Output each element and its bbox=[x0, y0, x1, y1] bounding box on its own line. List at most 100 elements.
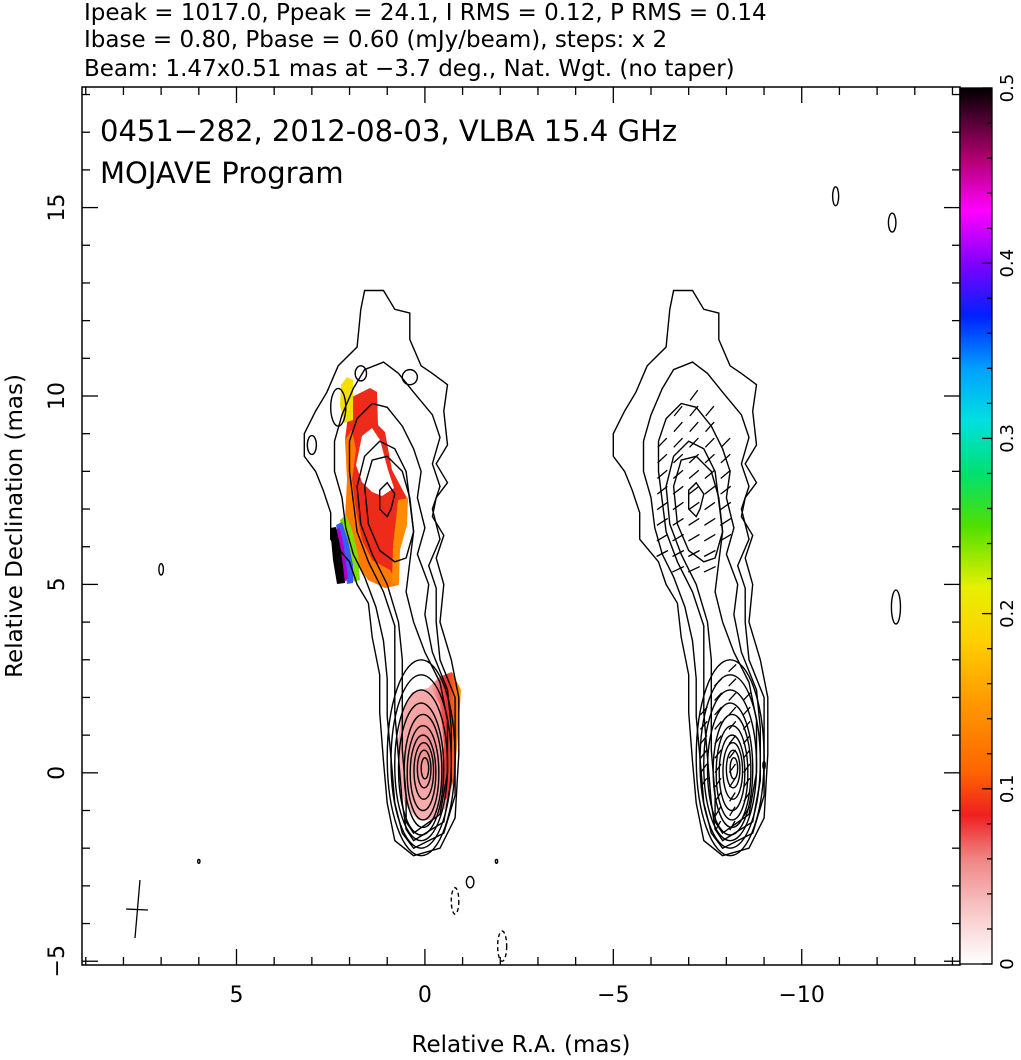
evpa-vector bbox=[714, 720, 722, 730]
header-line-3: Beam: 1.47x0.51 mas at −3.7 deg., Nat. W… bbox=[84, 56, 735, 82]
evpa-vector bbox=[714, 763, 722, 773]
evpa-vector bbox=[728, 763, 737, 773]
evpa-vector bbox=[742, 692, 751, 702]
evpa-vector bbox=[656, 501, 668, 511]
evpa-vector bbox=[720, 501, 732, 511]
evpa-vector bbox=[689, 421, 699, 433]
contour-core bbox=[394, 689, 449, 842]
contour-isolated bbox=[306, 434, 318, 456]
contour-core bbox=[718, 734, 746, 812]
evpa-vector bbox=[656, 549, 669, 558]
contour-core bbox=[725, 749, 741, 789]
colorbar bbox=[959, 87, 993, 965]
contour-isolated bbox=[762, 760, 766, 770]
colorbar-label: 0.4 bbox=[997, 249, 1018, 278]
y-tick-label: 0 bbox=[45, 766, 70, 780]
evpa-vector bbox=[713, 678, 723, 687]
evpa-vector bbox=[689, 437, 699, 448]
evpa-vector bbox=[703, 533, 716, 542]
contour-isolated bbox=[494, 858, 499, 864]
evpa-vector bbox=[687, 566, 700, 573]
y-tick-label: 15 bbox=[45, 194, 70, 222]
contour-line bbox=[356, 440, 449, 835]
contour-panel-left bbox=[158, 289, 508, 962]
evpa-vector bbox=[704, 485, 716, 495]
evpa-vector bbox=[672, 517, 684, 526]
evpa-vector bbox=[705, 421, 715, 433]
evpa-vector bbox=[699, 706, 708, 716]
evpa-vector bbox=[657, 437, 668, 448]
x-tick-label: 5 bbox=[229, 983, 243, 1008]
evpa-vector bbox=[728, 678, 737, 687]
evpa-vector bbox=[688, 453, 700, 464]
evpa-vector bbox=[673, 453, 684, 464]
evpa-vector bbox=[656, 485, 668, 495]
contour-isolated bbox=[890, 589, 902, 625]
evpa-vector bbox=[656, 469, 668, 479]
evpa-vector bbox=[729, 792, 736, 802]
x-tick-label: 0 bbox=[418, 983, 432, 1008]
header-line-1: Ipeak = 1017.0, Ppeak = 24.1, I RMS = 0.… bbox=[84, 0, 767, 26]
axis-ticks bbox=[82, 87, 960, 965]
contour-core bbox=[695, 659, 765, 857]
plot-frame bbox=[81, 86, 961, 966]
evpa-vector bbox=[704, 469, 716, 479]
evpa-vector bbox=[743, 763, 751, 773]
contour-core bbox=[699, 674, 761, 849]
evpa-vector bbox=[729, 806, 736, 817]
evpa-vector bbox=[673, 421, 683, 433]
evpa-vector bbox=[673, 437, 684, 448]
evpa-vector bbox=[728, 706, 737, 716]
evpa-vector bbox=[673, 405, 683, 417]
contour-line bbox=[303, 289, 460, 857]
evpa-vector bbox=[704, 437, 715, 448]
polarization-vectors bbox=[656, 389, 751, 831]
contour-core bbox=[416, 749, 432, 789]
evpa-vector bbox=[656, 533, 669, 542]
contour-core bbox=[403, 713, 443, 829]
evpa-vector bbox=[688, 485, 700, 495]
evpa-vector bbox=[699, 735, 708, 745]
x-axis-label: Relative R.A. (mas) bbox=[412, 1032, 631, 1058]
y-tick-label: 5 bbox=[45, 577, 70, 591]
x-tick-label: −5 bbox=[597, 983, 629, 1008]
evpa-vector bbox=[728, 692, 737, 702]
contour-isolated bbox=[196, 858, 201, 864]
evpa-vector bbox=[742, 706, 751, 716]
evpa-vector bbox=[714, 706, 723, 716]
contour-line bbox=[333, 361, 456, 850]
evpa-vector bbox=[699, 720, 708, 730]
evpa-vector bbox=[728, 735, 737, 745]
colorbar-labels: 0 0.1 0.2 0.3 0.4 0.5 bbox=[997, 74, 1018, 970]
contour-core bbox=[406, 725, 440, 821]
contour-core bbox=[386, 659, 456, 857]
contour-line bbox=[363, 455, 415, 563]
x-tick-labels: 5 0 −5 −10 bbox=[229, 983, 824, 1008]
contour-core bbox=[413, 741, 435, 800]
evpa-vector bbox=[689, 405, 699, 417]
fracpol-jet-hole bbox=[356, 428, 394, 496]
evpa-vector bbox=[700, 763, 708, 773]
evpa-vector bbox=[728, 663, 737, 673]
fracpol-jet-orange-2 bbox=[392, 498, 408, 585]
contour-layer bbox=[158, 186, 902, 962]
contour-core bbox=[390, 674, 452, 849]
contour-core bbox=[703, 689, 758, 842]
colorbar-ticks bbox=[982, 87, 992, 965]
evpa-vector bbox=[700, 777, 708, 788]
contour-core bbox=[706, 702, 754, 836]
contour-isolated bbox=[887, 212, 897, 233]
y-tick-labels: −5 0 5 10 15 bbox=[45, 194, 70, 978]
evpa-vector bbox=[688, 501, 700, 511]
contour-negative bbox=[496, 930, 508, 962]
contour-core bbox=[420, 757, 430, 780]
contour-isolated bbox=[831, 186, 840, 207]
contour-core bbox=[729, 757, 739, 780]
evpa-vector bbox=[714, 820, 722, 831]
evpa-vector bbox=[728, 720, 737, 730]
contour-line bbox=[379, 481, 396, 518]
colorbar-label: 0.3 bbox=[997, 424, 1018, 453]
evpa-vector bbox=[704, 501, 716, 511]
contour-isolated bbox=[330, 387, 347, 427]
